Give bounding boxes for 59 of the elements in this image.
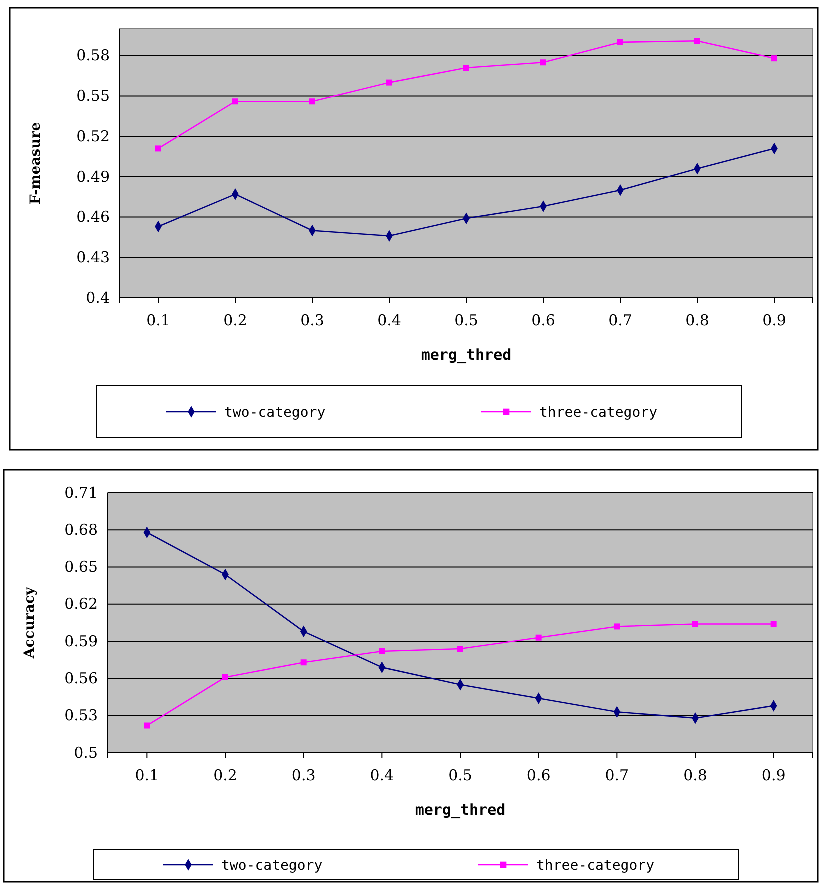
x-tick-label: 0.4 <box>370 766 394 785</box>
x-tick-label: 0.3 <box>292 766 316 785</box>
y-tick-label: 0.49 <box>76 168 110 186</box>
x-tick-label: 0.3 <box>300 312 324 330</box>
x-tick-label: 0.5 <box>448 766 472 785</box>
y-tick-label: 0.59 <box>64 632 98 650</box>
x-tick-label: 0.6 <box>526 766 551 785</box>
point <box>770 621 777 628</box>
legend-label: three-category <box>536 858 655 874</box>
point <box>379 648 386 654</box>
y-tick-label: 0.43 <box>76 248 110 266</box>
point <box>144 722 150 729</box>
x-axis-title: merg_thred <box>415 801 506 819</box>
y-tick-label: 0.5 <box>74 744 98 762</box>
y-tick-label: 0.46 <box>76 208 110 226</box>
y-tick-label: 0.68 <box>64 520 98 539</box>
point <box>310 98 316 105</box>
y-tick-label: 0.56 <box>64 670 98 688</box>
x-tick-label: 0.5 <box>454 312 478 330</box>
x-tick-label: 0.4 <box>378 312 402 330</box>
x-tick-label: 0.1 <box>146 312 170 330</box>
point <box>156 146 162 152</box>
point <box>614 624 620 630</box>
x-tick-label: 0.7 <box>608 312 632 330</box>
y-axis-title: Accuracy <box>22 586 38 660</box>
point <box>222 674 228 680</box>
point <box>300 660 307 666</box>
point <box>692 621 698 628</box>
y-tick-label: 0.65 <box>64 558 98 576</box>
y-tick-label: 0.4 <box>86 288 110 307</box>
legend-label: two-category <box>224 405 326 421</box>
y-tick-label: 0.53 <box>64 706 98 725</box>
point <box>464 65 470 72</box>
x-tick-label: 0.9 <box>762 766 786 785</box>
x-axis-title: merg_thred <box>421 346 512 364</box>
point <box>386 80 392 86</box>
y-tick-label: 0.62 <box>64 595 98 614</box>
x-tick-label: 0.1 <box>135 766 160 785</box>
y-tick-label: 0.55 <box>76 87 110 106</box>
point <box>232 98 238 105</box>
x-tick-label: 0.6 <box>532 312 556 330</box>
x-tick-label: 0.2 <box>214 766 238 785</box>
point <box>618 39 624 46</box>
x-tick-label: 0.2 <box>224 312 248 330</box>
point <box>458 646 464 652</box>
x-tick-label: 0.9 <box>762 312 786 330</box>
point <box>694 38 700 44</box>
point <box>772 56 778 62</box>
legend-label: two-category <box>222 858 323 874</box>
x-tick-label: 0.7 <box>605 766 630 785</box>
y-axis-title: F-measure <box>28 122 44 205</box>
y-tick-label: 0.58 <box>76 46 110 65</box>
legend-label: three-category <box>540 405 658 421</box>
y-tick-label: 0.52 <box>76 127 110 146</box>
x-tick-label: 0.8 <box>684 766 708 785</box>
y-tick-label: 0.71 <box>64 484 98 502</box>
x-tick-label: 0.8 <box>686 312 710 330</box>
point <box>536 634 542 641</box>
point <box>540 60 546 66</box>
